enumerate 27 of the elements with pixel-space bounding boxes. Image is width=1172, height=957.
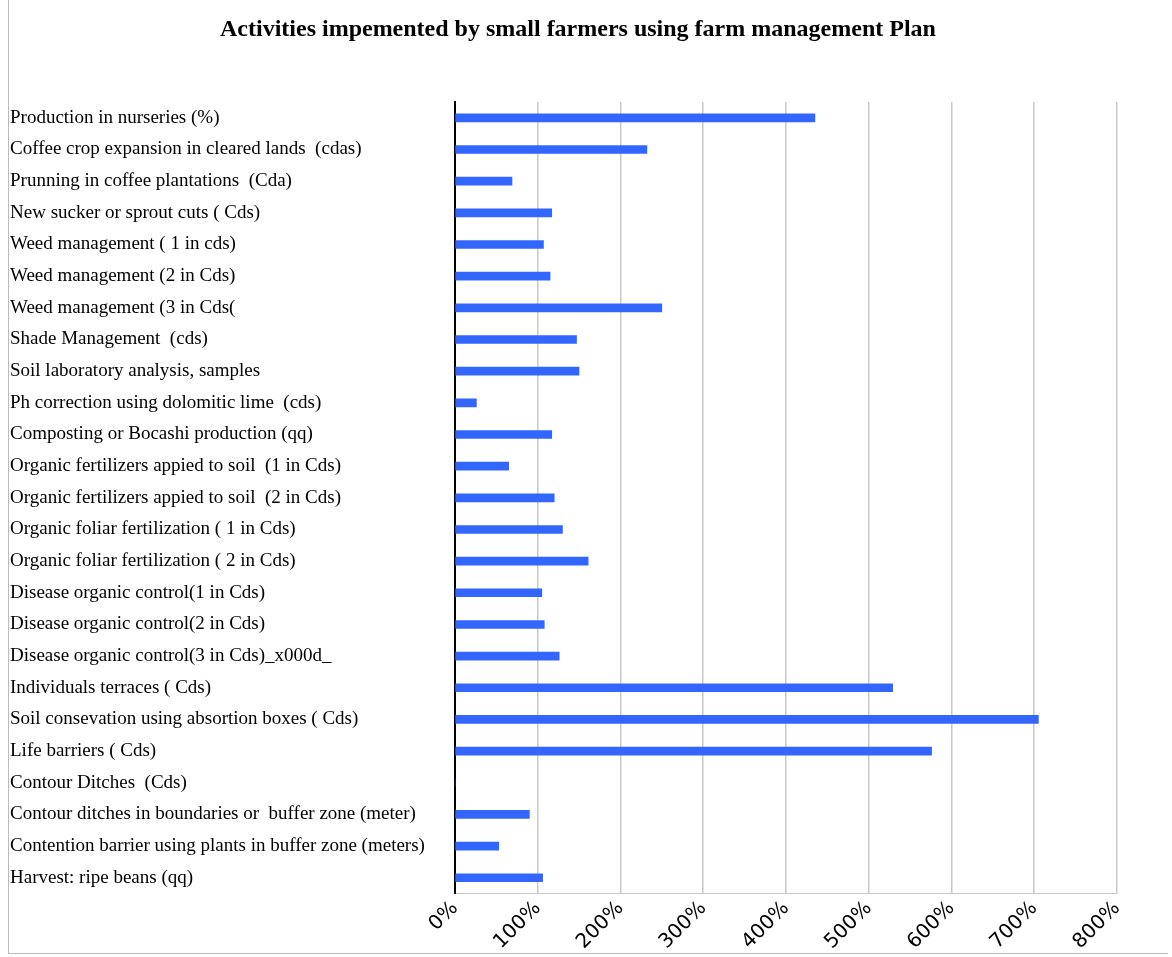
y-tick-label: Organic foliar fertilization ( 2 in Cds) [10, 549, 296, 572]
y-tick-label: Organic fertilizers appied to soil (2 in Cds) [10, 485, 342, 508]
y-tick-label: Harvest: ripe beans (qq) [10, 865, 194, 888]
y-tick-label: Coffee crop expansion in cleared lands (cdas) [10, 137, 362, 160]
y-tick-label: Soil laboratory analysis, samples [10, 359, 261, 381]
x-tick-label: 0% [422, 895, 463, 935]
y-tick-label: Individuals terraces ( Cds) [10, 675, 212, 698]
y-tick-label: Ph correction using dolomitic lime (cds) [10, 390, 322, 413]
y-tick-label: Production in nurseries (%) [10, 105, 220, 128]
y-tick-label: Weed management (2 in Cds) [10, 264, 236, 287]
y-tick-label: Shade Management (cds) [10, 327, 208, 350]
y-tick-label: Weed management (3 in Cds( [10, 295, 236, 318]
y-tick-label: Life barriers ( Cds) [10, 739, 157, 762]
y-tick-label: Weed management ( 1 in cds) [10, 232, 236, 255]
y-tick-label: Disease organic control(2 in Cds) [10, 612, 266, 635]
y-tick-label: Prunning in coffee plantations (Cda) [10, 169, 292, 192]
y-tick-label: Organic foliar fertilization ( 1 in Cds) [10, 517, 296, 540]
y-tick-label: Disease organic control(3 in Cds)_x000d_ [10, 644, 333, 667]
y-tick-label: Organic fertilizers appied to soil (1 in Cds) [10, 454, 342, 477]
y-tick-label: New sucker or sprout cuts ( Cds) [10, 200, 261, 223]
y-tick-label: Disease organic control(1 in Cds) [10, 580, 266, 603]
y-tick-label: Composting or Bocashi production (qq) [10, 422, 313, 445]
y-tick-label: Contour ditches in boundaries or buffer zone (meter) [10, 802, 416, 825]
chart-title: Activities impemented by small farmers using farm management Plan [220, 14, 937, 43]
y-tick-label: Soil consevation using absortion boxes ( Cds) [10, 707, 359, 730]
y-tick-label: Contour Ditches (Cds) [10, 770, 187, 793]
y-tick-label: Contention barrier using plants in buffer zone (meters) [10, 834, 425, 857]
